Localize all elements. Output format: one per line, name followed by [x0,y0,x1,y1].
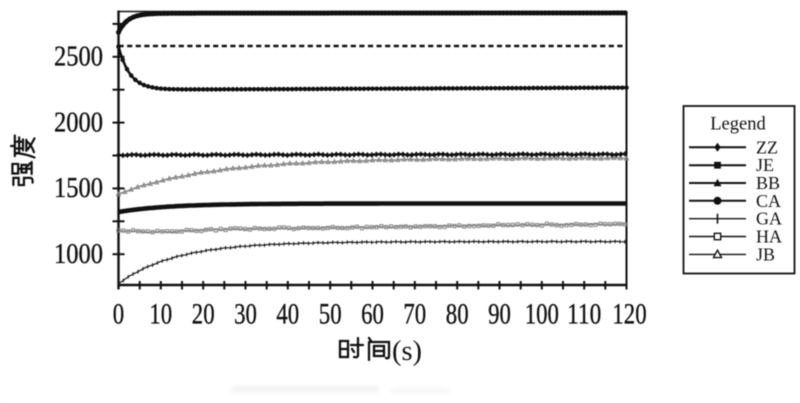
svg-text:GA: GA [756,209,782,229]
svg-text:10: 10 [149,298,172,331]
svg-text:JB: JB [756,244,775,264]
svg-text:2500: 2500 [54,42,103,73]
svg-text:Legend: Legend [710,115,766,135]
svg-text:90: 90 [488,298,511,331]
svg-text:120: 120 [612,298,646,331]
svg-text:BB: BB [756,173,780,193]
svg-text:70: 70 [403,298,426,331]
svg-text:JE: JE [756,155,774,175]
svg-text:1000: 1000 [54,239,103,270]
svg-text:ZZ: ZZ [756,137,778,157]
svg-text:30: 30 [234,298,257,331]
svg-text:0: 0 [113,298,124,331]
svg-text:80: 80 [446,298,469,331]
svg-text:(s): (s) [392,336,422,367]
svg-text:100: 100 [525,298,559,331]
svg-text:110: 110 [567,298,601,331]
svg-text:40: 40 [276,298,299,331]
svg-text:CA: CA [756,191,781,211]
svg-text:HA: HA [756,227,782,247]
svg-text:60: 60 [361,298,384,331]
svg-text:50: 50 [319,298,342,331]
svg-text:2000: 2000 [54,107,103,138]
svg-text:20: 20 [192,298,215,331]
svg-text:1500: 1500 [54,173,103,204]
